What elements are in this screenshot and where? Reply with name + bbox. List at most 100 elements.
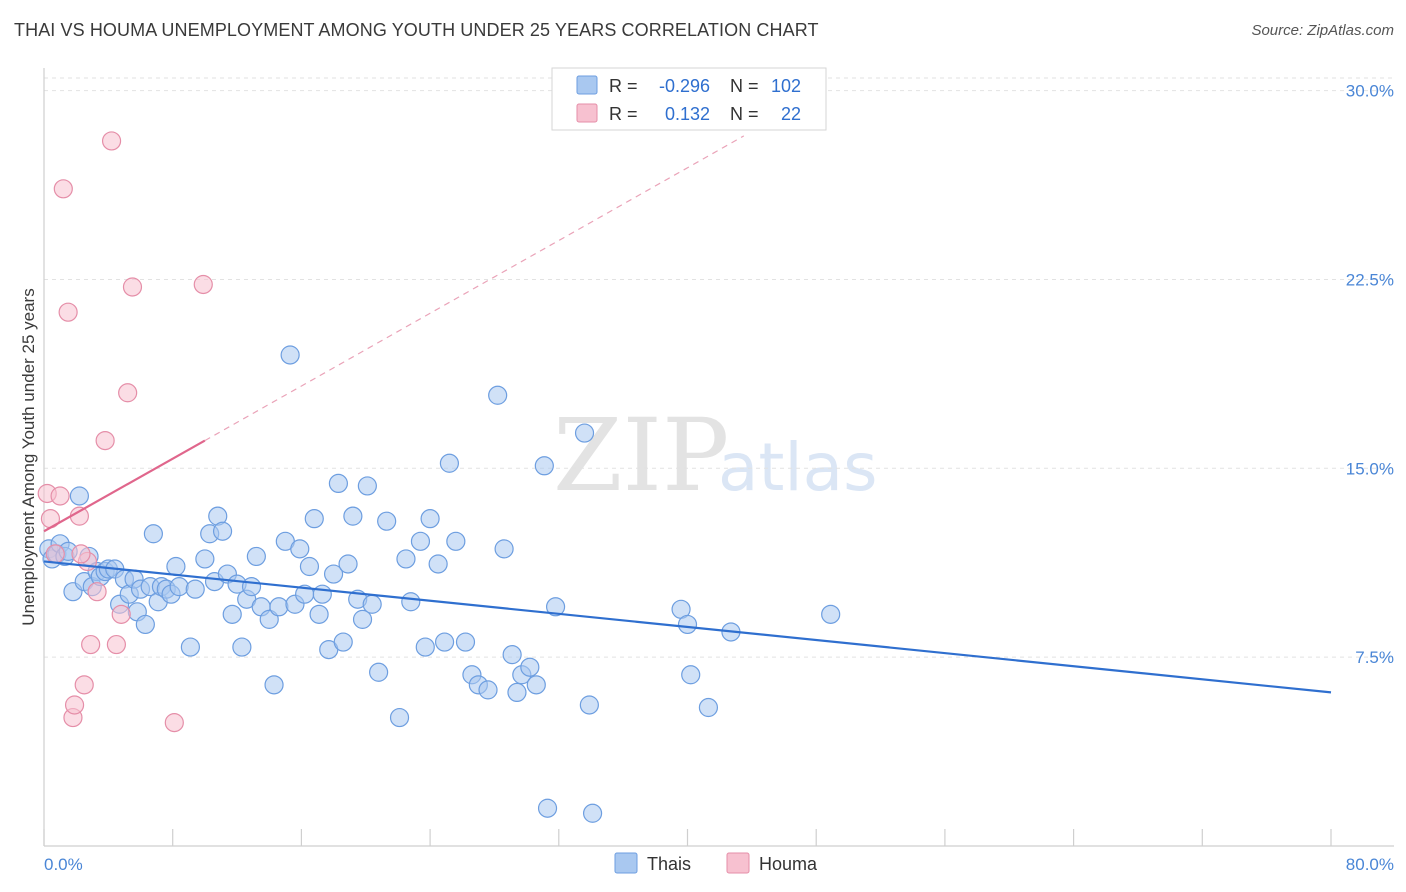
thais-point [69,486,89,506]
chart-title: THAI VS HOUMA UNEMPLOYMENT AMONG YOUTH U… [14,20,819,40]
thais-point [269,597,289,617]
legend-swatch-houma [576,103,598,123]
thais-point [241,577,262,597]
thais-point [507,682,527,703]
thais-point [143,524,163,544]
thais-point [434,632,455,652]
series-legend: Thais Houma [614,852,818,874]
houma-point [69,506,89,526]
thais-point [545,597,566,617]
legend-swatch-thais [576,75,598,95]
thais-point [377,511,397,531]
houma-point [193,274,213,295]
thais-point [415,637,435,657]
thais-point [352,609,373,629]
series-legend-label-thais: Thais [647,854,691,874]
houma-point [71,544,91,564]
thais-point [362,594,382,614]
thais-point [299,556,320,577]
thais-point [290,539,310,559]
houma-point [101,131,122,151]
thais-point [478,680,498,700]
thais-point [169,577,189,597]
thais-point [420,509,440,529]
houma-points [37,131,213,733]
thais-point [582,803,603,823]
thais-point [212,521,233,541]
thais-point [439,453,460,473]
y-tick-label: 7.5% [1355,648,1394,667]
watermark: ZIP atlas [553,397,878,514]
watermark-zip: ZIP [553,397,729,514]
houma-point [81,634,101,655]
series-legend-label-houma: Houma [759,854,818,874]
thais-point [246,546,266,567]
thais-point [396,549,416,569]
thais-point [455,632,476,652]
thais-point [677,614,698,635]
legend-n-label-thais: N = [730,76,759,96]
x-axis-ticks [43,829,1332,846]
legend-r-label-houma: R = [609,104,638,124]
correlation-legend: R = -0.296 N = 102 R = 0.132 N = 22 [551,67,827,131]
houma-trendline-extension [204,135,745,442]
thais-point [821,604,841,624]
houma-point [122,277,143,297]
thais-point [369,662,389,682]
series-legend-swatch-thais [614,852,638,874]
y-axis-title: Unemployment Among Youth under 25 years [19,288,38,625]
x-tick-label-max: 80.0% [1346,855,1394,874]
thais-point [195,549,215,569]
houma-point [95,430,115,451]
thais-point [494,539,514,559]
houma-point [58,302,78,322]
x-tick-label-min: 0.0% [44,855,83,874]
trendlines [43,135,1332,694]
y-tick-label: 30.0% [1346,82,1394,101]
thais-point [135,614,155,635]
thais-point [328,473,349,494]
thais-point [537,798,558,818]
legend-box [551,67,827,131]
thais-point [579,695,599,715]
houma-point [111,604,131,624]
thais-point [357,476,377,496]
thais-point [304,509,324,529]
series-legend-swatch-houma [726,852,750,874]
thais-point [333,632,353,652]
thais-point [222,604,242,624]
thais-point [681,665,701,685]
y-tick-label: 15.0% [1346,459,1394,478]
legend-n-value-thais: 102 [771,76,801,96]
thais-point [520,657,540,677]
thais-point [264,675,284,695]
legend-r-value-houma: 0.132 [665,104,710,124]
thais-point [401,592,421,612]
thais-point [698,697,719,718]
gridlines [44,77,1394,658]
y-tick-labels: 7.5% 15.0% 22.5% 30.0% [1346,82,1394,668]
thais-point [343,506,363,526]
houma-point [74,675,94,695]
legend-n-label-houma: N = [730,104,759,124]
thais-point [166,556,186,577]
houma-point [118,383,138,403]
houma-point [164,713,184,733]
thais-point [428,554,448,574]
legend-n-value-houma: 22 [781,104,801,124]
houma-point [53,179,73,199]
houma-trendline [43,439,206,533]
houma-point [64,695,85,715]
thais-point [309,604,329,624]
houma-point [87,582,107,602]
y-tick-label: 22.5% [1346,270,1394,289]
thais-point [534,456,554,476]
houma-point [45,544,65,564]
legend-r-label-thais: R = [609,76,638,96]
thais-point [323,564,344,584]
thais-point [280,345,300,365]
thais-point [574,423,595,443]
thais-point [389,707,410,728]
thais-point [180,637,200,657]
